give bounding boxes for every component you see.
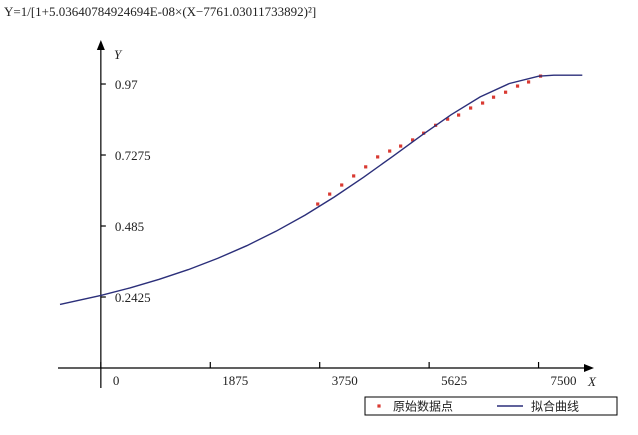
data-point bbox=[457, 113, 461, 117]
legend-box bbox=[364, 396, 618, 416]
data-point bbox=[469, 106, 473, 110]
data-point bbox=[411, 138, 415, 142]
y-axis-label: Y bbox=[114, 47, 123, 62]
x-tick-label: 5625 bbox=[441, 373, 467, 388]
data-point bbox=[399, 144, 403, 148]
y-tick-label: 0.7275 bbox=[115, 148, 151, 163]
x-tick-label: 7500 bbox=[551, 373, 577, 388]
data-point bbox=[328, 192, 332, 196]
data-point bbox=[491, 95, 496, 99]
x-axis-arrow bbox=[584, 364, 594, 372]
data-point bbox=[515, 84, 520, 88]
data-point bbox=[352, 174, 356, 178]
data-point bbox=[526, 80, 531, 84]
data-point bbox=[388, 149, 392, 153]
data-point bbox=[503, 90, 508, 94]
data-point bbox=[364, 165, 368, 169]
fit-curve bbox=[59, 74, 583, 306]
data-point bbox=[376, 155, 380, 159]
legend-marker bbox=[377, 404, 381, 408]
legend-label: 拟合曲线 bbox=[531, 399, 579, 414]
x-tick-label: 3750 bbox=[332, 373, 358, 388]
data-point bbox=[480, 101, 485, 105]
chart-title: Y=1/[1+5.03640784924694E-08×(X−7761.0301… bbox=[4, 4, 316, 19]
data-point bbox=[340, 183, 344, 187]
y-tick-label: 0.485 bbox=[115, 219, 144, 234]
x-tick-label: 1875 bbox=[222, 373, 248, 388]
legend-label: 原始数据点 bbox=[393, 399, 453, 414]
data-point bbox=[446, 117, 450, 121]
x-tick-label: 0 bbox=[113, 373, 120, 388]
x-axis-label: X bbox=[587, 374, 597, 389]
y-tick-label: 0.97 bbox=[115, 77, 138, 92]
y-axis-arrow bbox=[96, 40, 105, 50]
data-point bbox=[316, 202, 320, 206]
y-tick-label: 0.2425 bbox=[115, 290, 151, 305]
